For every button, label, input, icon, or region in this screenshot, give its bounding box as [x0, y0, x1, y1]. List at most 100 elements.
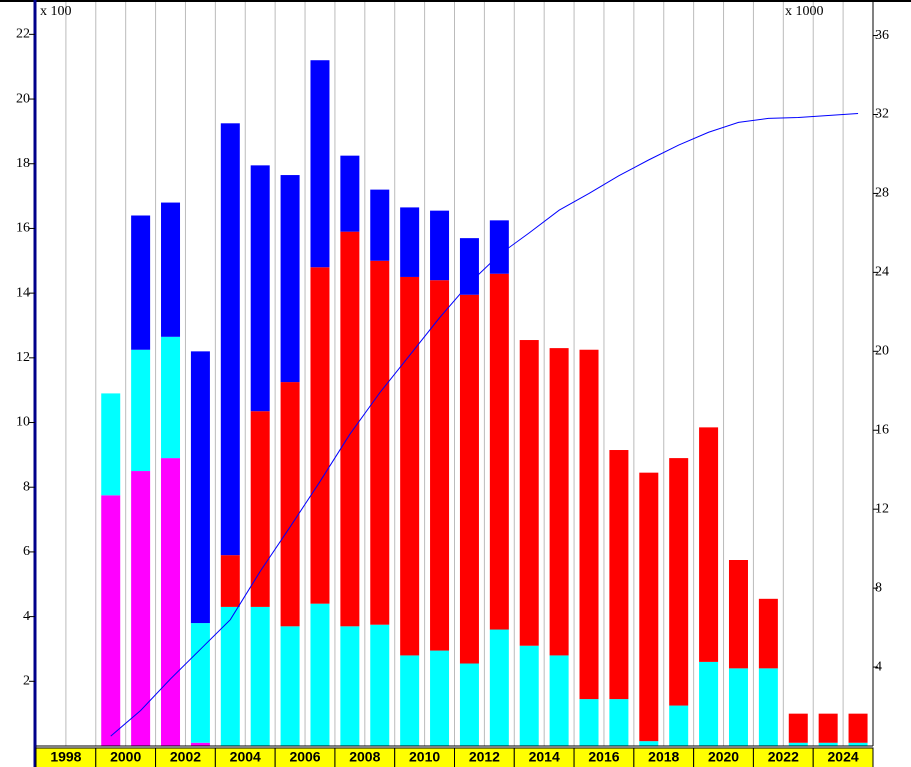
bar-segment [788, 742, 808, 746]
y-tick-label: 8 [23, 479, 30, 494]
bar-segment [489, 220, 509, 274]
bar-segment [161, 458, 181, 746]
bar-segment [699, 427, 719, 662]
y-tick-label: 6 [23, 544, 30, 559]
bar-segment [250, 165, 270, 412]
y-tick-label: 18 [16, 156, 30, 171]
bar-segment [639, 741, 659, 746]
line [110, 113, 859, 737]
bar-segment [758, 598, 778, 669]
bar-segment [459, 238, 479, 295]
x-tick-label: 2000 [110, 749, 141, 765]
bar-segment [220, 606, 240, 746]
y2-tick-label: 32 [875, 107, 889, 122]
y-tick-label: 14 [16, 285, 30, 300]
bar-segment [579, 349, 599, 700]
bar-segment [340, 231, 360, 627]
x-label-box [812, 747, 874, 767]
bar-segment [280, 175, 300, 383]
bar-segment [161, 202, 181, 337]
bar-segment [669, 458, 689, 706]
bar-segment [370, 260, 390, 625]
bar-segment [579, 699, 599, 746]
bar-segment [131, 471, 151, 746]
x-tick-label: 2022 [768, 749, 799, 765]
bar-segment [101, 393, 121, 496]
bar-segment [310, 60, 330, 268]
x-tick-label: 2020 [708, 749, 739, 765]
y2-tick-label: 8 [875, 580, 882, 595]
bar-segment [609, 699, 629, 746]
bar-segment [549, 655, 569, 746]
bar-segment [190, 742, 210, 746]
bar-segment [549, 348, 569, 656]
bar-segment [489, 273, 509, 630]
bar-segment [699, 661, 719, 746]
x-tick-label: 2012 [469, 749, 500, 765]
bar-segment [400, 276, 420, 656]
y2-tick-label: 4 [875, 659, 882, 674]
x-tick-label: 2002 [170, 749, 201, 765]
bar-segment [430, 210, 450, 281]
left-unit: x 100 [40, 4, 72, 19]
bars [101, 60, 868, 746]
bar-segment [430, 650, 450, 746]
x-tick-label: 2018 [648, 749, 679, 765]
x-tick-label: 2004 [230, 749, 261, 765]
bar-segment [220, 555, 240, 607]
bar-segment [459, 294, 479, 664]
bar-segment [340, 626, 360, 746]
bar-segment [669, 705, 689, 746]
bar-segment [370, 189, 390, 261]
bar-segment [788, 713, 808, 743]
x-tick-label: 2010 [409, 749, 440, 765]
bar-segment [220, 123, 240, 556]
y2-tick-label: 36 [875, 28, 889, 43]
bar-segment [190, 623, 210, 743]
bar-segment [101, 495, 121, 746]
y2-tick-label: 20 [875, 344, 889, 359]
bar-segment [728, 668, 748, 746]
bar-segment [280, 382, 300, 627]
x-tick-label: 2008 [349, 749, 380, 765]
bar-segment [459, 663, 479, 746]
x-tick-label: 2006 [289, 749, 320, 765]
grid [65, 2, 844, 746]
bar-segment [758, 668, 778, 746]
bar-segment [818, 713, 838, 743]
bar-segment [400, 207, 420, 277]
bar-segment [131, 349, 151, 472]
y2-tick-label: 28 [875, 186, 889, 201]
x-tick-label: 1998 [50, 749, 81, 765]
y-tick-label: 2 [23, 674, 30, 689]
x-tick-label: 2014 [529, 749, 560, 765]
bar-segment [370, 624, 390, 746]
bar-segment [250, 411, 270, 607]
bar-segment [639, 472, 659, 742]
bar-segment [848, 742, 868, 746]
y2-tick-label: 16 [875, 422, 889, 437]
y-tick-label: 10 [16, 415, 30, 430]
bar-segment [430, 280, 450, 651]
y2-tick-label: 12 [875, 501, 889, 516]
y-tick-label: 16 [16, 221, 30, 236]
right-unit: x 1000 [785, 4, 824, 19]
y2-tick-label: 24 [875, 265, 889, 280]
bar-segment [519, 645, 539, 746]
y-tick-label: 20 [16, 91, 30, 106]
x-tick-label: 2024 [828, 749, 859, 765]
bar-segment [280, 626, 300, 746]
bar-segment [400, 655, 420, 746]
bar-segment [848, 713, 868, 743]
bar-segment [489, 629, 509, 746]
bar-segment [310, 267, 330, 604]
y-tick-label: 4 [23, 609, 30, 624]
bar-segment [728, 560, 748, 669]
y-tick-label: 12 [16, 350, 30, 365]
bar-segment [818, 742, 838, 746]
bar-segment [131, 215, 151, 350]
x-tick-label: 2016 [588, 749, 619, 765]
bar-segment [340, 155, 360, 232]
